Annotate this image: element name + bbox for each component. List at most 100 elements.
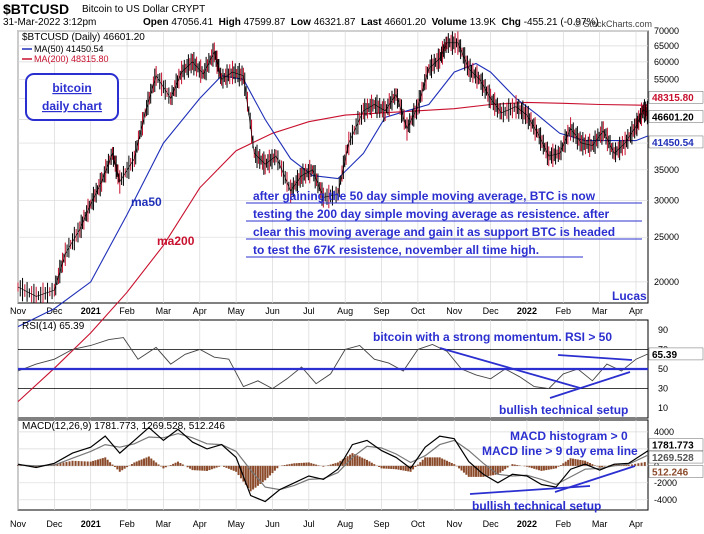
x-tick-label-bottom: 2022 [517,519,537,529]
low-value: 46321.87 [313,17,356,28]
chart-label-box [25,73,119,121]
x-tick-label-top: Dec [483,306,500,316]
ma200-last-label: 48315.80 [652,93,694,104]
box-label-line-1: bitcoin [52,81,91,95]
ma50-last-label-box [648,135,704,149]
price-y-tick-label: 70000 [654,26,679,36]
price-last-label: 46601.20 [652,112,694,123]
box-label-line-2: daily chart [42,99,102,113]
last-label: Last [360,17,382,28]
x-tick-label-bottom: Apr [629,519,643,529]
x-tick-label-top: Apr [193,306,207,316]
main-annotation-line-2: testing the 200 day simple moving averag… [253,207,609,221]
rsi-wedge-bottom-line [549,371,631,399]
rsi-downtrend-line [439,347,581,389]
x-tick-label-top: Mar [156,306,172,316]
macd-y-tick-label: 4000 [654,427,674,437]
x-tick-label-bottom: Dec [483,519,500,529]
x-tick-label-bottom: Jul [303,519,315,529]
volume-label: Volume [431,17,467,28]
chg-value: -455.21 (-0.97%) [523,17,599,28]
ma50-last-label: 41450.54 [652,138,694,149]
x-tick-label-top: Jun [265,306,280,316]
ma50-line [17,62,649,328]
price-y-tick-label: 60000 [654,57,679,67]
symbol-title: $BTCUSD [3,1,70,17]
x-tick-label-top: Apr [629,306,643,316]
symbol-description: Bitcoin to US Dollar CRYPT [82,4,206,15]
x-tick-label-bottom: May [228,519,246,529]
x-tick-label-top: 2022 [517,306,537,316]
x-tick-label-bottom: Apr [193,519,207,529]
x-tick-label-top: Nov [446,306,463,316]
ohlc-readout: Open 47056.41 High 47599.87 Low 46321.87… [143,17,599,28]
x-tick-label-top: Feb [119,306,135,316]
macd-last-label: 1781.773 [652,441,694,452]
rsi-last-label-box [648,347,704,361]
macd-y-tick-label: -4000 [654,495,677,505]
x-tick-label-bottom: Jun [265,519,280,529]
high-label: High [218,17,241,28]
x-tick-label-bottom: Oct [411,519,426,529]
x-tick-label-bottom: Dec [46,519,63,529]
open-label: Open [143,17,169,28]
x-tick-label-bottom: Mar [592,519,608,529]
macd-y-tick-label: -2000 [654,478,677,488]
signal-last-label: 1269.528 [652,453,694,464]
price-y-tick-label: 35000 [654,165,679,175]
main-annotation-line-3: clear this moving average and gain it as… [253,225,615,239]
rsi-line [17,337,649,390]
price-last-label-box [648,110,704,123]
macd-panel-title: MACD(12,26,9) 1781.773, 1269.528, 512.24… [22,421,225,432]
rsi-panel-title: RSI(14) 65.39 [22,321,85,332]
x-tick-label-bottom: Sep [374,519,390,529]
rsi-y-tick-label: 10 [658,403,668,413]
x-tick-label-bottom: Mar [156,519,172,529]
rsi-last-label: 65.39 [652,350,677,361]
rsi-momentum-note: bitcoin with a strong momentum. RSI > 50 [373,330,612,344]
macd-line [17,426,649,503]
ma200-legend-label: MA(200) 48315.80 [34,54,109,64]
volume-value: 13.9K [469,17,496,28]
macd-last-label-box [648,438,704,451]
signal-last-label-box [648,450,704,464]
price-line [17,42,649,297]
x-tick-label-top: May [228,306,246,316]
price-y-tick-label: 55000 [654,74,679,84]
ma200-last-label-box [648,90,704,104]
x-tick-label-bottom: Feb [556,519,572,529]
ma200-annotation: ma200 [157,234,195,248]
main-annotation-line-4: to test the 67K resistence, november all… [253,243,539,257]
high-value: 47599.87 [243,17,286,28]
macd-signal-line [17,432,649,491]
x-tick-label-bottom: Aug [337,519,353,529]
x-tick-label-bottom: Nov [10,519,27,529]
ma50-legend-label: MA(50) 41450.54 [34,44,104,54]
chg-label: Chg [501,17,521,28]
ma200-line [17,101,649,403]
x-tick-label-top: Jul [303,306,315,316]
rsi-bullish-setup-note: bullish technical setup [499,403,628,417]
x-tick-label-top: Dec [46,306,63,316]
last-value: 46601.20 [384,17,427,28]
rsi-wedge-top-line [557,354,633,361]
x-tick-label-top: Feb [556,306,572,316]
x-tick-label-top: Nov [10,306,27,316]
price-y-tick-label: 65000 [654,41,679,51]
rsi-y-tick-label: 50 [658,364,668,374]
price-panel [17,30,649,304]
quote-date: 31-Mar-2022 3:12pm [3,17,97,28]
x-tick-label-bottom: Feb [119,519,135,529]
histogram-last-label: 512.246 [652,467,689,478]
chart-header: $BTCUSD Bitcoin to US Dollar CRYPT 31-Ma… [0,0,704,30]
macd-trendline-upper [554,465,636,493]
x-tick-label-top: Sep [374,306,390,316]
histogram-last-label-box [648,465,704,478]
macd-histogram-note: MACD histogram > 0 [510,429,628,443]
low-label: Low [290,17,311,28]
x-tick-label-top: 2021 [81,306,101,316]
macd-bullish-setup-note: bullish technical setup [472,499,601,513]
x-tick-label-top: Oct [411,306,426,316]
x-tick-label-top: Aug [337,306,353,316]
